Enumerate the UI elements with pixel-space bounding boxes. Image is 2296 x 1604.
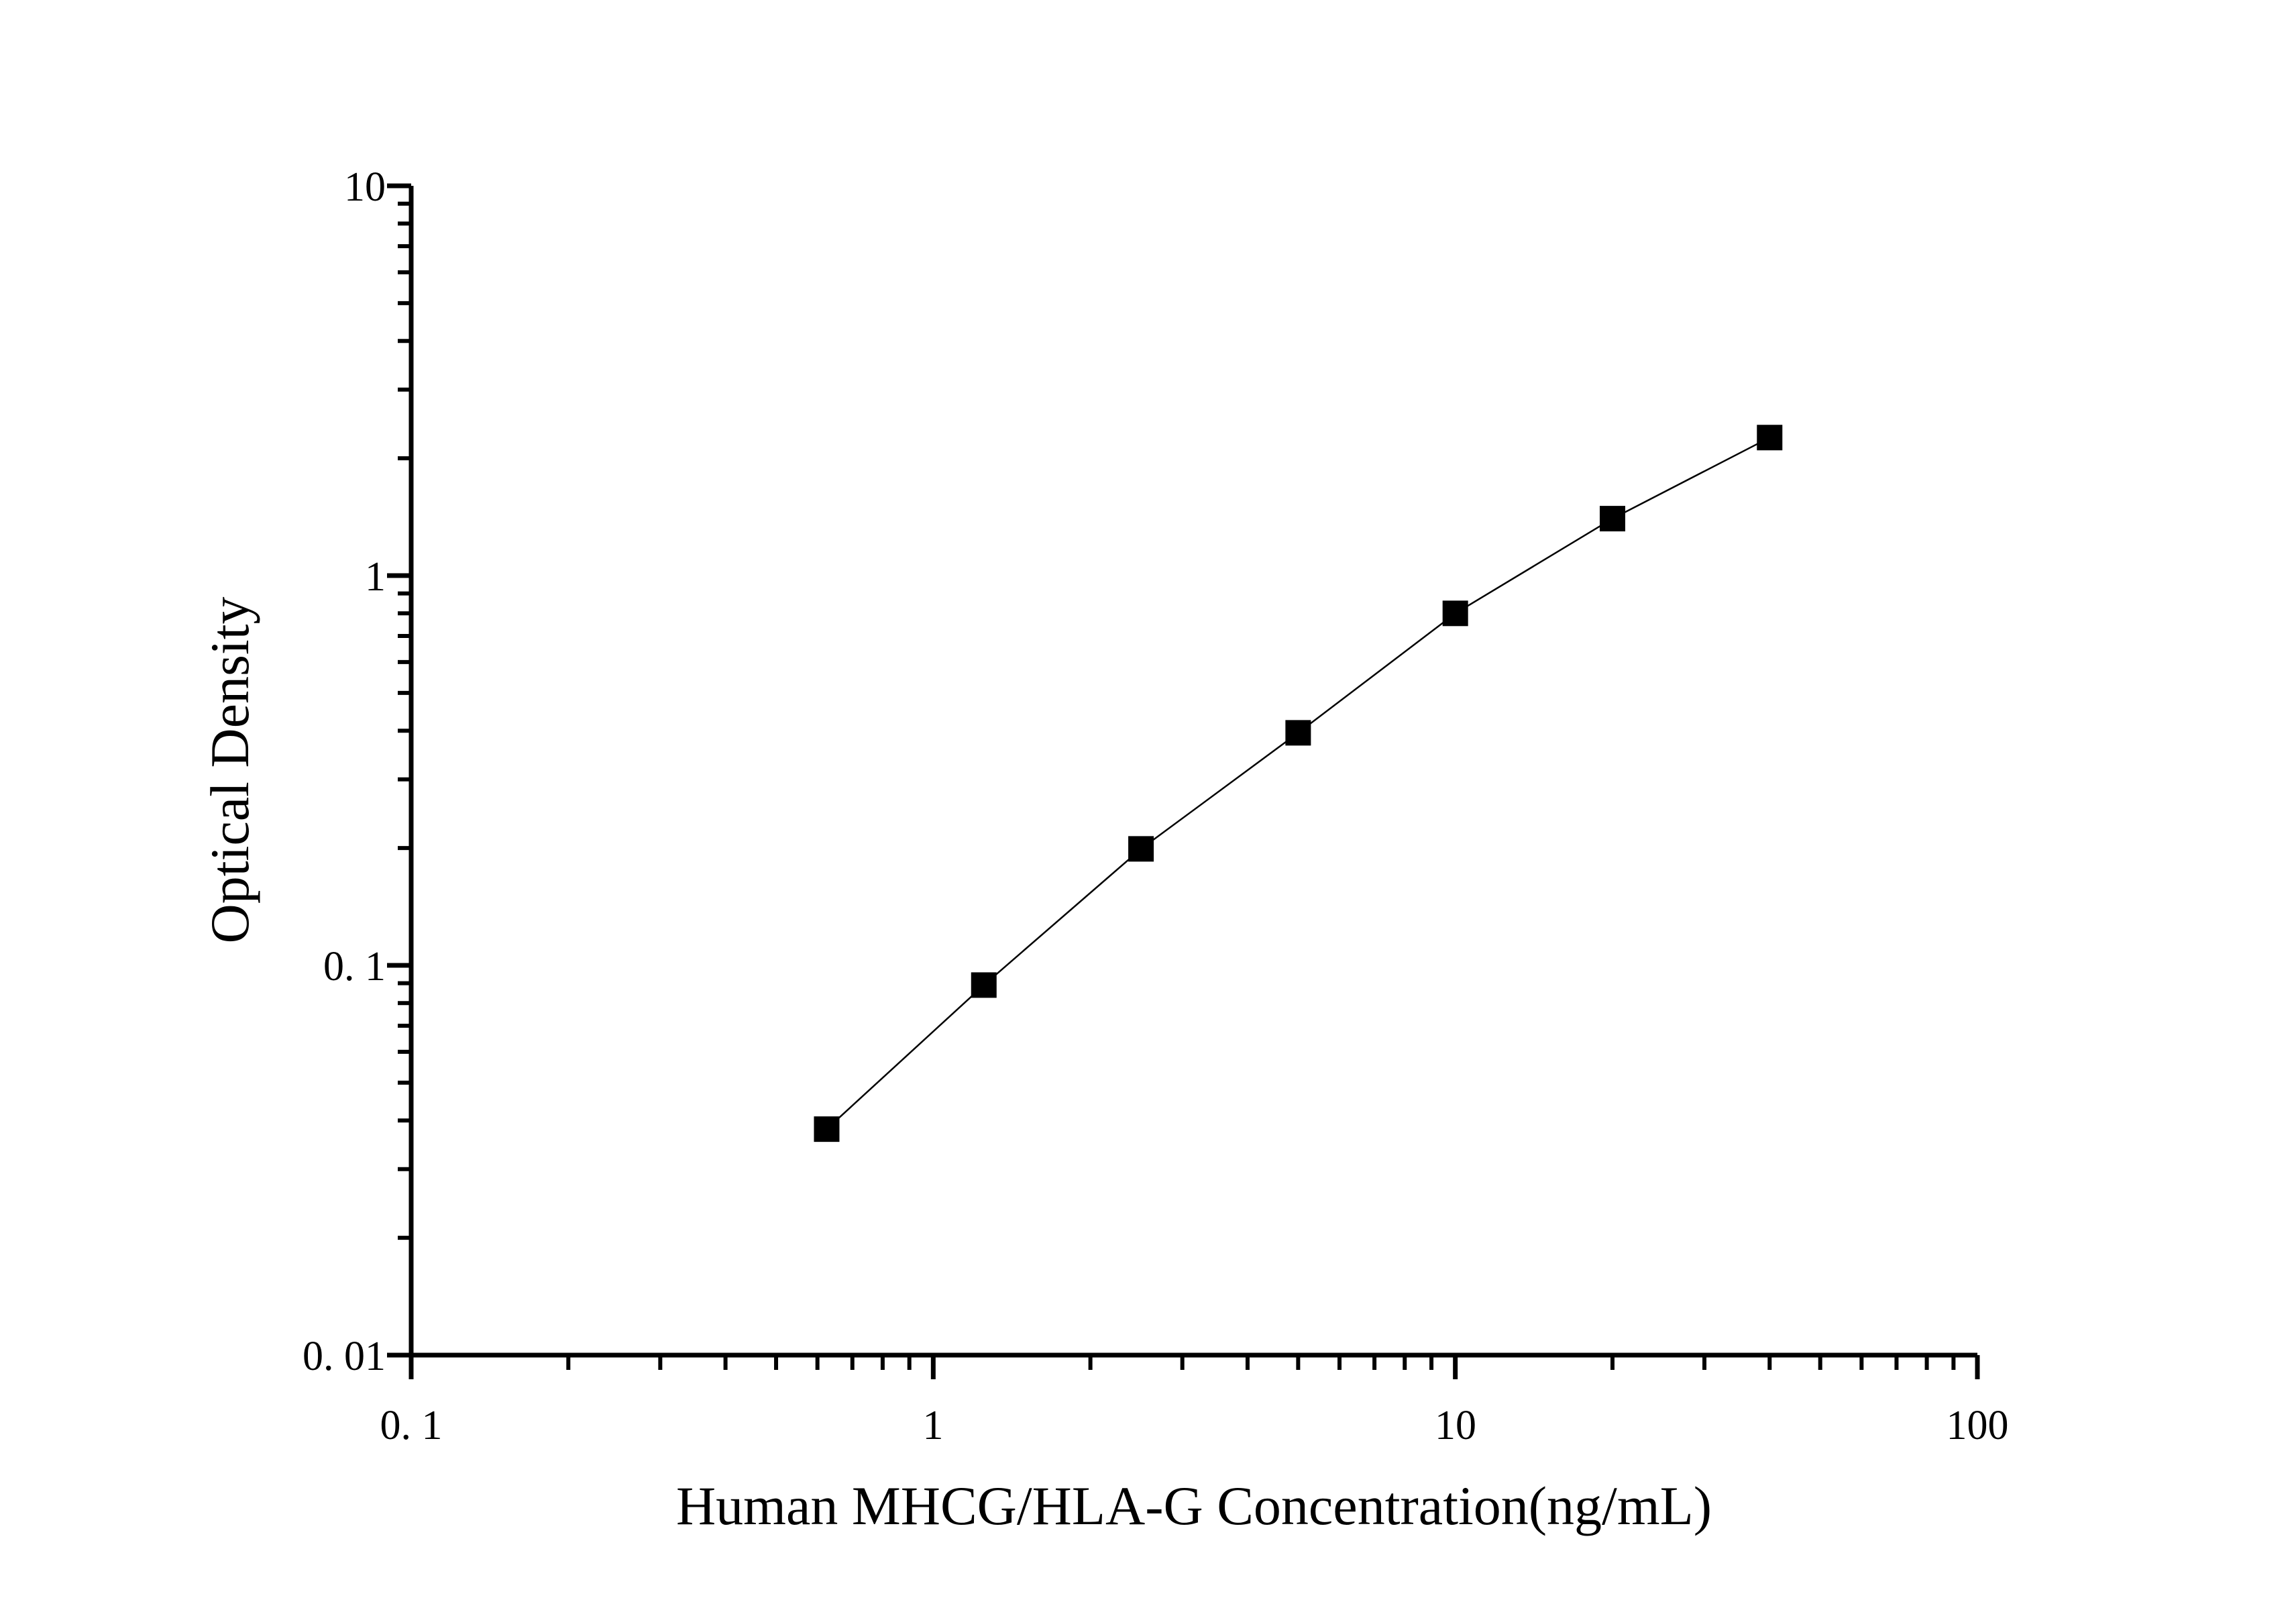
data-point-marker [814,1116,840,1142]
axes [387,183,1980,1379]
series-line [826,437,1770,1130]
x-tick-label-2: 10 [1435,1403,1476,1448]
x-tick-label-0: 0. 1 [380,1403,443,1448]
data-point-marker [1599,506,1625,532]
y-tick-label-0: 0. 01 [303,1334,386,1379]
data-point-marker [971,972,997,998]
data-point-marker [1442,600,1468,627]
y-tick-label-1: 0. 1 [323,944,386,990]
x-tick-label-3: 100 [1947,1403,2009,1448]
data-point-marker [1757,425,1783,451]
data-point-marker [1285,720,1311,746]
y-tick-label-3: 10 [344,164,386,210]
x-axis-title: Human MHCG/HLA-G Concentration(ng/mL) [676,1475,1712,1536]
series [814,425,1783,1142]
data-point-marker [1128,836,1154,862]
x-tick-label-1: 1 [923,1403,944,1448]
y-tick-label-2: 1 [365,554,386,600]
tick-labels: 0. 1 1 10 100 0. 01 0. 1 1 10 [303,164,2009,1448]
y-axis-title: Optical Density [199,597,260,944]
